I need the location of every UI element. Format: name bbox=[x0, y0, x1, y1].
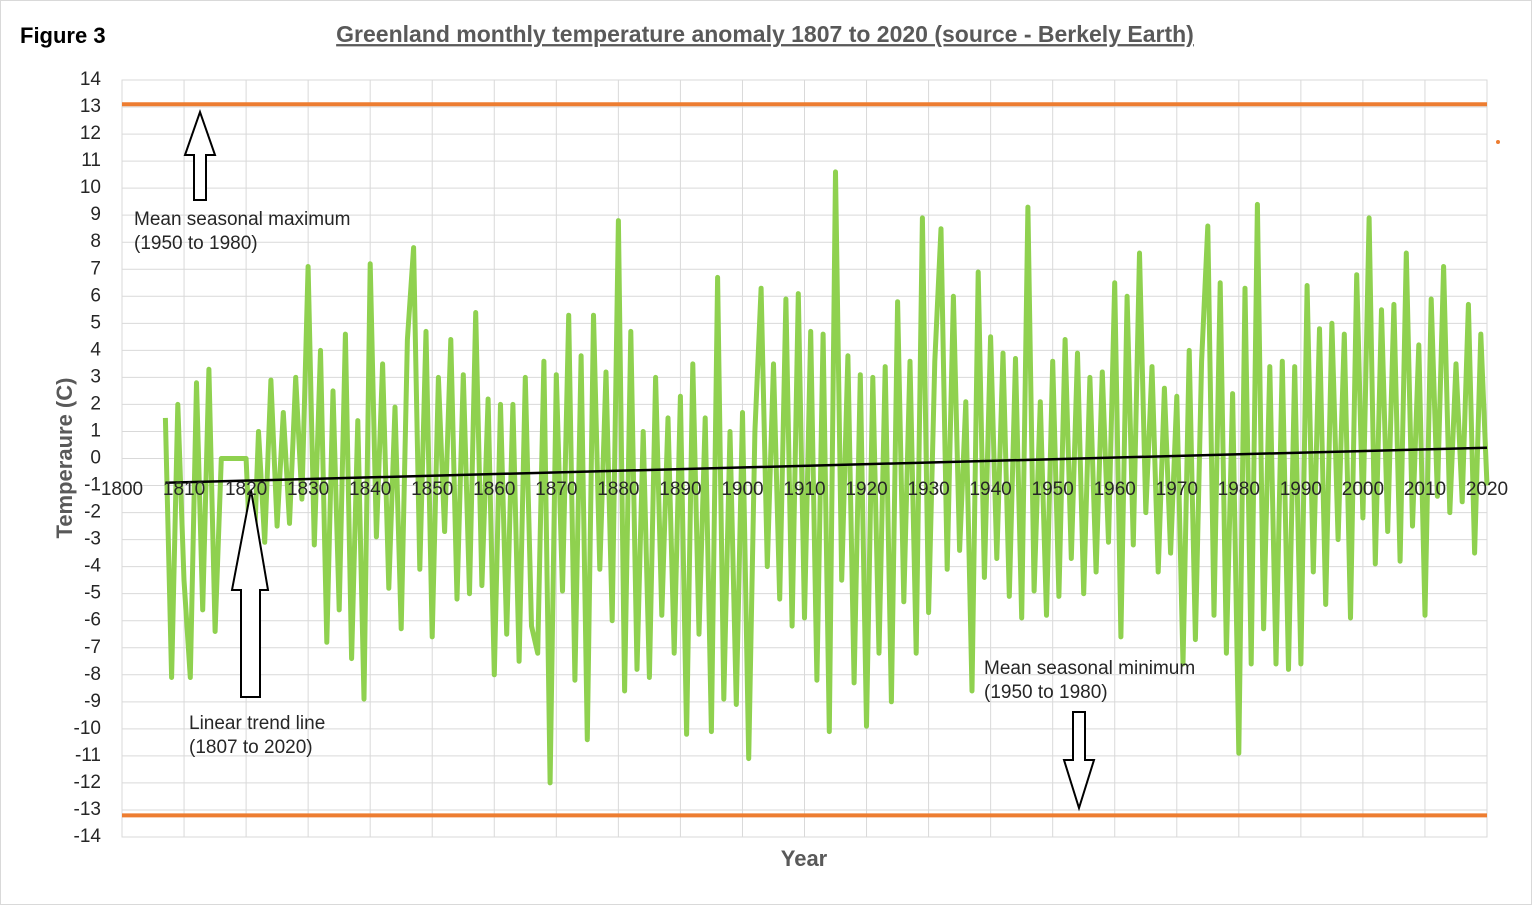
annotation: Mean seasonal minimum bbox=[984, 658, 1195, 679]
y-tick-label: -14 bbox=[74, 826, 102, 847]
y-tick-label: -5 bbox=[84, 583, 101, 604]
y-tick-label: 10 bbox=[80, 177, 101, 198]
y-tick-label: 6 bbox=[90, 285, 101, 306]
figure-label: Figure 3 bbox=[20, 23, 106, 48]
series-line bbox=[165, 446, 1488, 485]
y-tick-label: -10 bbox=[74, 718, 101, 739]
y-tick-label: -3 bbox=[84, 529, 101, 550]
y-tick-label: 11 bbox=[81, 150, 101, 171]
chart-title: Greenland monthly temperature anomaly 18… bbox=[336, 21, 1194, 47]
y-tick-label: 3 bbox=[90, 366, 101, 387]
x-tick-label: 2010 bbox=[1404, 479, 1446, 500]
x-tick-label: 1890 bbox=[659, 479, 701, 500]
y-tick-label: 2 bbox=[90, 393, 101, 414]
y-tick-label: 1 bbox=[90, 420, 101, 441]
y-tick-label: -8 bbox=[84, 664, 101, 685]
y-tick-label: 8 bbox=[90, 231, 101, 252]
y-axis-label: Temperaure (C) bbox=[52, 378, 77, 539]
y-tick-label: -1 bbox=[84, 475, 101, 496]
y-tick-label: -9 bbox=[84, 691, 101, 712]
x-tick-label: 1810 bbox=[163, 479, 205, 500]
x-tick-label: 1920 bbox=[845, 479, 887, 500]
plot bbox=[122, 102, 1490, 818]
x-tick-label: 1930 bbox=[907, 479, 949, 500]
x-tick-label: 1970 bbox=[1156, 479, 1198, 500]
y-tick-label: 12 bbox=[80, 123, 101, 144]
arrow bbox=[1062, 711, 1096, 812]
y-tick-label: 4 bbox=[90, 339, 101, 360]
y-tick-label: 9 bbox=[90, 204, 101, 225]
x-tick-label: 1840 bbox=[349, 479, 391, 500]
annotation: (1950 to 1980) bbox=[984, 682, 1108, 703]
y-tick-label: 5 bbox=[90, 312, 101, 333]
y-tick-label: -2 bbox=[84, 502, 101, 523]
x-tick-label: 2020 bbox=[1466, 479, 1508, 500]
x-tick-label: 1860 bbox=[473, 479, 515, 500]
x-tick-label: 1800 bbox=[101, 479, 143, 500]
x-tick-label: 1850 bbox=[411, 479, 453, 500]
annotation: Mean seasonal maximum bbox=[134, 209, 350, 230]
y-tick-label: -6 bbox=[84, 610, 101, 631]
y-tick-label: -12 bbox=[74, 772, 101, 793]
x-tick-label: 1990 bbox=[1280, 479, 1322, 500]
x-tick-label: 1960 bbox=[1094, 479, 1136, 500]
x-tick-label: 2000 bbox=[1342, 479, 1384, 500]
x-tick-label: 1950 bbox=[1032, 479, 1074, 500]
y-tick-label: 0 bbox=[90, 448, 101, 469]
x-tick-label: 1940 bbox=[969, 479, 1011, 500]
annotation: (1807 to 2020) bbox=[189, 737, 313, 758]
x-tick-label: 1900 bbox=[721, 479, 763, 500]
y-tick-label: 7 bbox=[90, 258, 101, 279]
y-tick-label: -4 bbox=[84, 556, 101, 577]
x-axis-label: Year bbox=[781, 846, 828, 871]
arrow bbox=[230, 489, 270, 698]
y-tick-label: -7 bbox=[84, 637, 101, 658]
y-tick-label: 14 bbox=[80, 69, 102, 90]
x-tick-label: 1830 bbox=[287, 479, 329, 500]
y-tick-label: 13 bbox=[80, 96, 101, 117]
annotation: Linear trend line bbox=[189, 713, 325, 734]
x-tick-label: 1880 bbox=[597, 479, 639, 500]
x-tick-label: 1910 bbox=[783, 479, 825, 500]
x-tick-label: 1820 bbox=[225, 479, 267, 500]
x-tick-label: 1870 bbox=[535, 479, 577, 500]
y-tick-label: -13 bbox=[74, 799, 101, 820]
annotation: (1950 to 1980) bbox=[134, 233, 258, 254]
x-tick-label: 1980 bbox=[1218, 479, 1260, 500]
arrow bbox=[183, 108, 217, 201]
y-tick-label: -11 bbox=[75, 745, 101, 766]
dot bbox=[1496, 140, 1500, 144]
